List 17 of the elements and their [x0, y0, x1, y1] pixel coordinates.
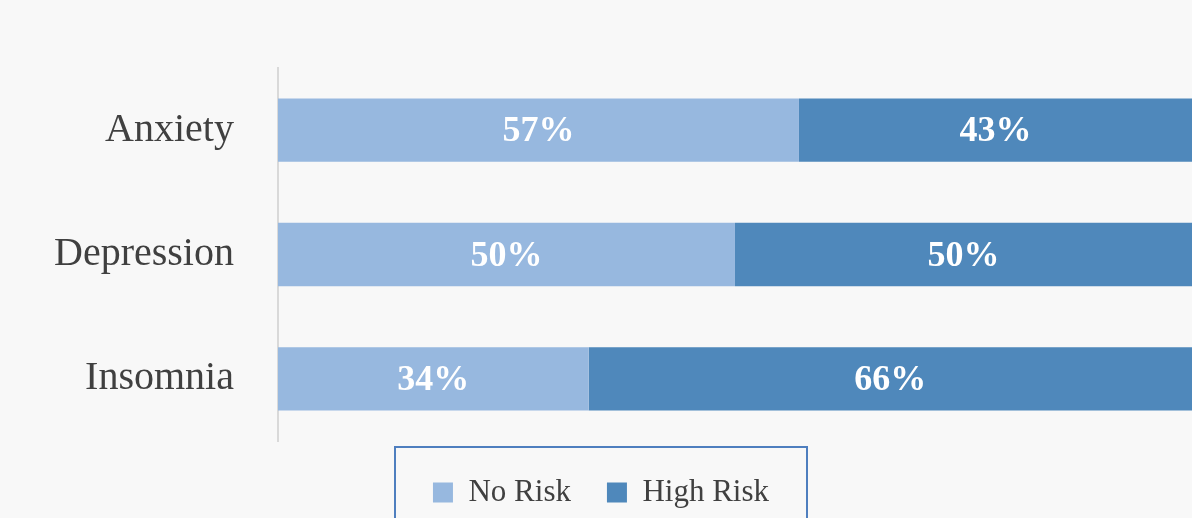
data-label: 66% — [854, 358, 927, 399]
data-label: 34% — [397, 358, 470, 399]
legend-label: High Risk — [642, 472, 770, 508]
y-tick-label: Anxiety — [105, 104, 234, 150]
data-label: 43% — [959, 109, 1032, 150]
y-tick-label: Depression — [53, 229, 234, 274]
data-label: 50% — [927, 233, 1000, 274]
legend-label: No Risk — [468, 472, 572, 508]
data-label: 57% — [502, 109, 575, 150]
bar — [734, 222, 1192, 287]
bar — [277, 347, 589, 411]
bar — [798, 98, 1192, 162]
bar — [277, 222, 735, 287]
y-tick-label: Insomnia — [85, 353, 235, 399]
bar — [588, 347, 1192, 411]
data-label: 50% — [470, 233, 543, 274]
bar — [277, 98, 799, 162]
